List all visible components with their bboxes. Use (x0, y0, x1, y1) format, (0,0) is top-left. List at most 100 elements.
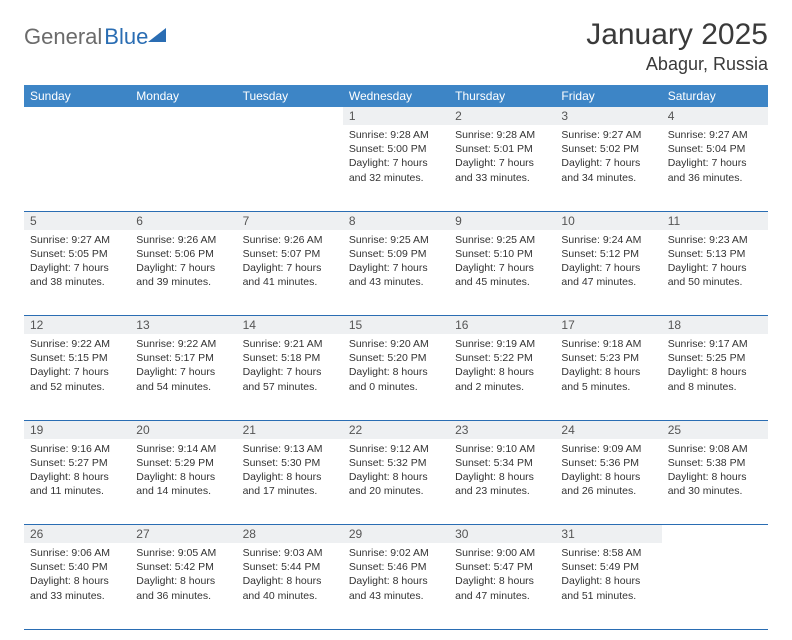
brand-logo: GeneralBlue (24, 24, 166, 50)
calendar-cell: Sunrise: 9:24 AMSunset: 5:12 PMDaylight:… (555, 230, 661, 316)
title-block: January 2025 Abagur, Russia (586, 18, 768, 75)
day-number (24, 107, 130, 125)
month-title: January 2025 (586, 18, 768, 52)
calendar-cell: Sunrise: 9:22 AMSunset: 5:15 PMDaylight:… (24, 334, 130, 420)
day-detail: Sunrise: 9:23 AMSunset: 5:13 PMDaylight:… (662, 230, 768, 294)
calendar-cell: Sunrise: 9:23 AMSunset: 5:13 PMDaylight:… (662, 230, 768, 316)
calendar-cell: Sunrise: 9:08 AMSunset: 5:38 PMDaylight:… (662, 439, 768, 525)
calendar-cell: Sunrise: 9:12 AMSunset: 5:32 PMDaylight:… (343, 439, 449, 525)
day-detail: Sunrise: 9:14 AMSunset: 5:29 PMDaylight:… (130, 439, 236, 503)
day-number: 23 (449, 420, 555, 439)
day-number: 17 (555, 316, 661, 335)
calendar-cell: Sunrise: 9:10 AMSunset: 5:34 PMDaylight:… (449, 439, 555, 525)
day-number-row: 19202122232425 (24, 420, 768, 439)
day-number: 29 (343, 525, 449, 544)
day-number (662, 525, 768, 544)
day-number: 31 (555, 525, 661, 544)
brand-triangle-icon (148, 28, 166, 42)
day-number: 14 (237, 316, 343, 335)
day-detail: Sunrise: 9:20 AMSunset: 5:20 PMDaylight:… (343, 334, 449, 398)
day-detail: Sunrise: 9:22 AMSunset: 5:17 PMDaylight:… (130, 334, 236, 398)
weekday-header: Sunday (24, 85, 130, 107)
calendar-cell: Sunrise: 9:16 AMSunset: 5:27 PMDaylight:… (24, 439, 130, 525)
calendar-cell: Sunrise: 9:05 AMSunset: 5:42 PMDaylight:… (130, 543, 236, 629)
day-number (130, 107, 236, 125)
weekday-header: Monday (130, 85, 236, 107)
day-detail: Sunrise: 9:12 AMSunset: 5:32 PMDaylight:… (343, 439, 449, 503)
day-number: 15 (343, 316, 449, 335)
calendar-body: 1234Sunrise: 9:28 AMSunset: 5:00 PMDayli… (24, 107, 768, 629)
calendar-week-row: Sunrise: 9:16 AMSunset: 5:27 PMDaylight:… (24, 439, 768, 525)
calendar-cell: Sunrise: 9:13 AMSunset: 5:30 PMDaylight:… (237, 439, 343, 525)
weekday-header: Saturday (662, 85, 768, 107)
day-detail: Sunrise: 9:25 AMSunset: 5:09 PMDaylight:… (343, 230, 449, 294)
day-number (237, 107, 343, 125)
weekday-header: Friday (555, 85, 661, 107)
day-number: 2 (449, 107, 555, 125)
weekday-header: Wednesday (343, 85, 449, 107)
day-number-row: 12131415161718 (24, 316, 768, 335)
day-detail: Sunrise: 9:08 AMSunset: 5:38 PMDaylight:… (662, 439, 768, 503)
day-number: 3 (555, 107, 661, 125)
day-number: 21 (237, 420, 343, 439)
calendar-page: GeneralBlue January 2025 Abagur, Russia … (0, 0, 792, 640)
day-number: 27 (130, 525, 236, 544)
day-detail: Sunrise: 9:03 AMSunset: 5:44 PMDaylight:… (237, 543, 343, 607)
day-detail: Sunrise: 9:26 AMSunset: 5:07 PMDaylight:… (237, 230, 343, 294)
day-detail: Sunrise: 9:26 AMSunset: 5:06 PMDaylight:… (130, 230, 236, 294)
day-number: 7 (237, 211, 343, 230)
day-detail: Sunrise: 9:10 AMSunset: 5:34 PMDaylight:… (449, 439, 555, 503)
calendar-cell: Sunrise: 9:27 AMSunset: 5:02 PMDaylight:… (555, 125, 661, 211)
day-number: 28 (237, 525, 343, 544)
calendar-cell (662, 543, 768, 629)
calendar-cell: Sunrise: 9:02 AMSunset: 5:46 PMDaylight:… (343, 543, 449, 629)
weekday-header: Thursday (449, 85, 555, 107)
day-number: 20 (130, 420, 236, 439)
weekday-header-row: SundayMondayTuesdayWednesdayThursdayFrid… (24, 85, 768, 107)
day-detail: Sunrise: 9:27 AMSunset: 5:05 PMDaylight:… (24, 230, 130, 294)
calendar-week-row: Sunrise: 9:28 AMSunset: 5:00 PMDaylight:… (24, 125, 768, 211)
day-detail: Sunrise: 9:05 AMSunset: 5:42 PMDaylight:… (130, 543, 236, 607)
day-number: 24 (555, 420, 661, 439)
day-number: 11 (662, 211, 768, 230)
day-number: 19 (24, 420, 130, 439)
day-detail: Sunrise: 9:18 AMSunset: 5:23 PMDaylight:… (555, 334, 661, 398)
calendar-week-row: Sunrise: 9:22 AMSunset: 5:15 PMDaylight:… (24, 334, 768, 420)
calendar-cell: Sunrise: 9:21 AMSunset: 5:18 PMDaylight:… (237, 334, 343, 420)
day-number: 18 (662, 316, 768, 335)
day-number: 4 (662, 107, 768, 125)
calendar-table: SundayMondayTuesdayWednesdayThursdayFrid… (24, 85, 768, 630)
day-detail: Sunrise: 9:24 AMSunset: 5:12 PMDaylight:… (555, 230, 661, 294)
calendar-cell: Sunrise: 9:22 AMSunset: 5:17 PMDaylight:… (130, 334, 236, 420)
calendar-cell: Sunrise: 9:17 AMSunset: 5:25 PMDaylight:… (662, 334, 768, 420)
day-detail: Sunrise: 9:00 AMSunset: 5:47 PMDaylight:… (449, 543, 555, 607)
calendar-cell: Sunrise: 9:14 AMSunset: 5:29 PMDaylight:… (130, 439, 236, 525)
day-number: 8 (343, 211, 449, 230)
calendar-cell: Sunrise: 9:09 AMSunset: 5:36 PMDaylight:… (555, 439, 661, 525)
day-detail: Sunrise: 9:21 AMSunset: 5:18 PMDaylight:… (237, 334, 343, 398)
calendar-cell: Sunrise: 8:58 AMSunset: 5:49 PMDaylight:… (555, 543, 661, 629)
day-number-row: 567891011 (24, 211, 768, 230)
day-number: 25 (662, 420, 768, 439)
calendar-cell: Sunrise: 9:20 AMSunset: 5:20 PMDaylight:… (343, 334, 449, 420)
calendar-cell: Sunrise: 9:27 AMSunset: 5:04 PMDaylight:… (662, 125, 768, 211)
day-detail: Sunrise: 9:17 AMSunset: 5:25 PMDaylight:… (662, 334, 768, 398)
day-detail: Sunrise: 9:27 AMSunset: 5:04 PMDaylight:… (662, 125, 768, 189)
calendar-cell: Sunrise: 9:25 AMSunset: 5:09 PMDaylight:… (343, 230, 449, 316)
calendar-cell: Sunrise: 9:00 AMSunset: 5:47 PMDaylight:… (449, 543, 555, 629)
brand-part1: General (24, 24, 102, 50)
day-detail: Sunrise: 9:27 AMSunset: 5:02 PMDaylight:… (555, 125, 661, 189)
calendar-cell: Sunrise: 9:26 AMSunset: 5:06 PMDaylight:… (130, 230, 236, 316)
calendar-cell: Sunrise: 9:26 AMSunset: 5:07 PMDaylight:… (237, 230, 343, 316)
calendar-cell: Sunrise: 9:28 AMSunset: 5:01 PMDaylight:… (449, 125, 555, 211)
calendar-week-row: Sunrise: 9:06 AMSunset: 5:40 PMDaylight:… (24, 543, 768, 629)
calendar-week-row: Sunrise: 9:27 AMSunset: 5:05 PMDaylight:… (24, 230, 768, 316)
weekday-header: Tuesday (237, 85, 343, 107)
day-detail: Sunrise: 9:02 AMSunset: 5:46 PMDaylight:… (343, 543, 449, 607)
day-number: 5 (24, 211, 130, 230)
day-detail: Sunrise: 9:06 AMSunset: 5:40 PMDaylight:… (24, 543, 130, 607)
day-number: 16 (449, 316, 555, 335)
day-detail: Sunrise: 9:28 AMSunset: 5:01 PMDaylight:… (449, 125, 555, 189)
calendar-cell: Sunrise: 9:28 AMSunset: 5:00 PMDaylight:… (343, 125, 449, 211)
calendar-cell (130, 125, 236, 211)
